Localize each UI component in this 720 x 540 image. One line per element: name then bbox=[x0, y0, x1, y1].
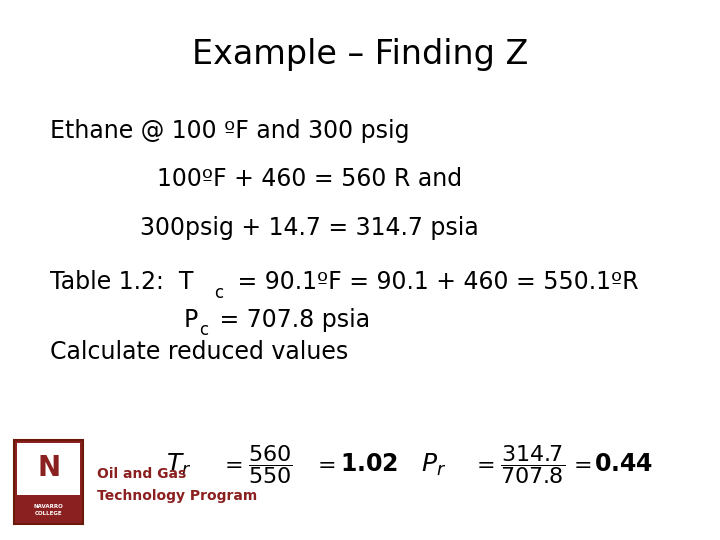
Text: P: P bbox=[184, 308, 198, 332]
Text: $=$: $=$ bbox=[569, 454, 591, 475]
Text: Oil and Gas: Oil and Gas bbox=[97, 467, 186, 481]
Text: Technology Program: Technology Program bbox=[97, 489, 258, 503]
Text: c: c bbox=[199, 321, 209, 339]
Text: $=$: $=$ bbox=[220, 454, 242, 475]
Text: $P_r$: $P_r$ bbox=[421, 451, 446, 477]
Text: 100ºF + 460 = 560 R and: 100ºF + 460 = 560 R and bbox=[157, 167, 462, 191]
Text: $=$: $=$ bbox=[313, 454, 336, 475]
Text: $\dfrac{560}{550}$: $\dfrac{560}{550}$ bbox=[248, 443, 293, 486]
Text: Calculate reduced values: Calculate reduced values bbox=[50, 340, 348, 364]
Text: $\mathbf{0.44}$: $\mathbf{0.44}$ bbox=[594, 453, 653, 476]
Text: $T_r$: $T_r$ bbox=[166, 451, 191, 477]
Text: Example – Finding Z: Example – Finding Z bbox=[192, 38, 528, 71]
Text: c: c bbox=[215, 284, 224, 301]
Text: $\mathbf{1.02}$: $\mathbf{1.02}$ bbox=[340, 453, 398, 476]
Text: $\dfrac{314.7}{707.8}$: $\dfrac{314.7}{707.8}$ bbox=[500, 443, 565, 486]
Text: = 707.8 psia: = 707.8 psia bbox=[212, 308, 370, 332]
Text: = 90.1ºF = 90.1 + 460 = 550.1ºR: = 90.1ºF = 90.1 + 460 = 550.1ºR bbox=[230, 270, 639, 294]
FancyBboxPatch shape bbox=[14, 440, 83, 524]
Text: 300psig + 14.7 = 314.7 psia: 300psig + 14.7 = 314.7 psia bbox=[140, 216, 479, 240]
FancyBboxPatch shape bbox=[17, 443, 80, 495]
Text: Ethane @ 100 ºF and 300 psig: Ethane @ 100 ºF and 300 psig bbox=[50, 119, 410, 143]
Text: N: N bbox=[37, 454, 60, 482]
Text: Table 1.2:  T: Table 1.2: T bbox=[50, 270, 194, 294]
Text: NAVARRO
COLLEGE: NAVARRO COLLEGE bbox=[34, 504, 63, 516]
Text: $=$: $=$ bbox=[472, 454, 494, 475]
